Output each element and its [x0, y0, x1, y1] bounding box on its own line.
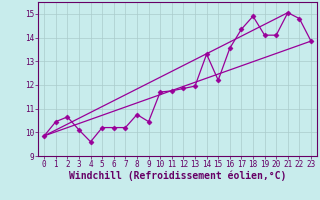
X-axis label: Windchill (Refroidissement éolien,°C): Windchill (Refroidissement éolien,°C) — [69, 171, 286, 181]
